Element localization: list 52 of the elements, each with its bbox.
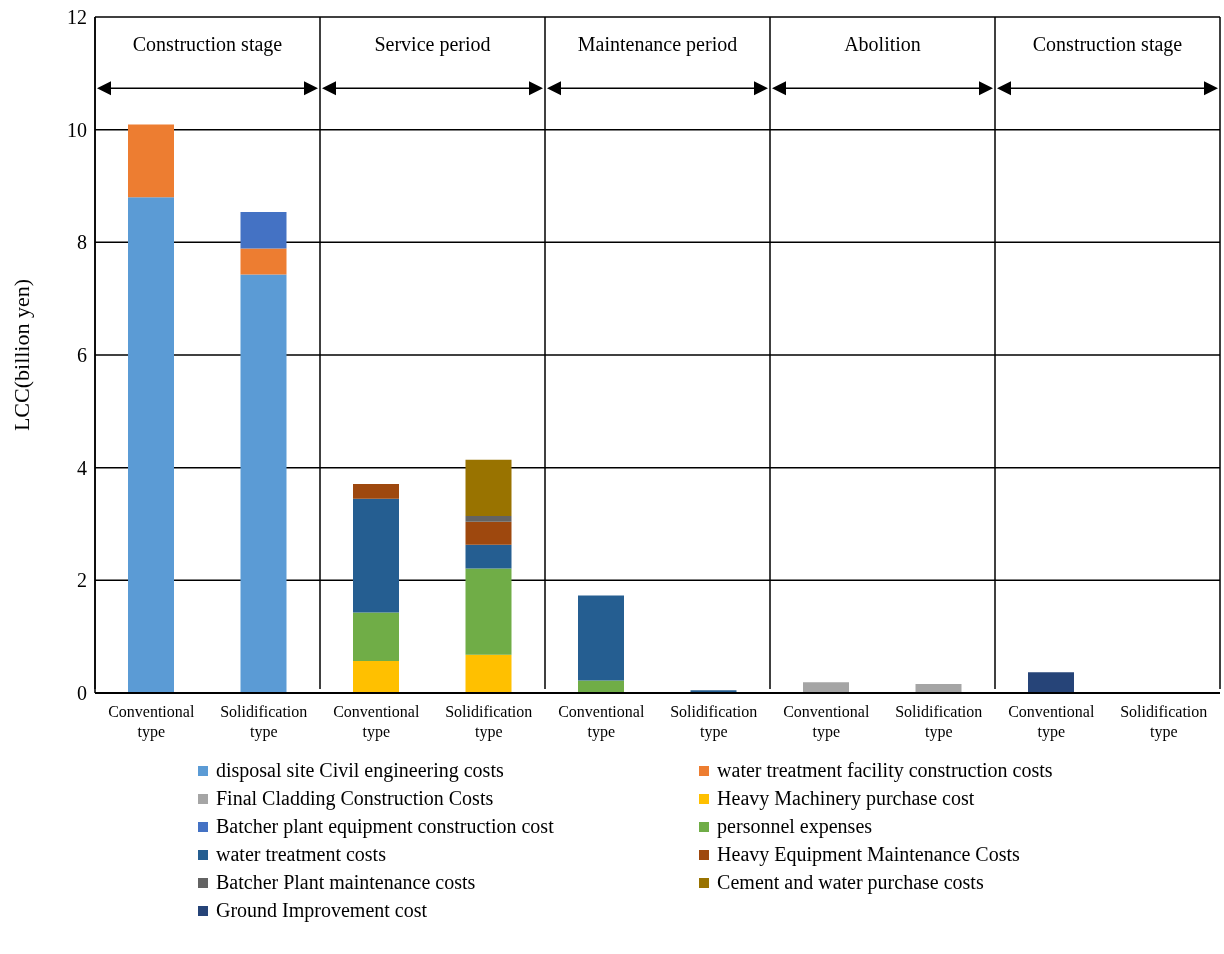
bar: [240, 248, 287, 275]
annotation: Maintenance period: [577, 32, 738, 56]
y-tick-label: 10: [67, 118, 87, 141]
legend-label: personnel expenses: [717, 815, 873, 838]
annotation: Abolition: [844, 32, 921, 55]
legend-label: water treatment facility construction costs: [717, 759, 1053, 782]
y-axis-title: LCC(billion yen): [8, 278, 34, 432]
bar: [353, 660, 399, 693]
bar: [353, 612, 399, 661]
legend-label: disposal site Civil engineering costs: [216, 759, 504, 782]
annotation: Construction stage: [132, 32, 283, 56]
x-tick-label: Solidification type: [220, 703, 308, 741]
bar: [578, 595, 624, 681]
bar: [353, 484, 399, 499]
legend-label: Final Cladding Construction Costs: [216, 787, 494, 810]
annotation: Construction stage: [1032, 32, 1183, 56]
bar: [353, 498, 399, 613]
x-tick-label: Conventional type: [1008, 703, 1095, 741]
x-tick-label: Conventional type: [108, 703, 195, 741]
bar: [128, 197, 174, 693]
legend-label: Heavy Machinery purchase cost: [717, 787, 975, 810]
x-tick-label: Solidification type: [1120, 703, 1208, 741]
legend-label: Cement and water purchase costs: [717, 871, 984, 894]
x-tick-label: Conventional type: [558, 703, 645, 741]
y-tick-label: 2: [77, 569, 87, 592]
y-tick-label: 4: [77, 456, 87, 479]
bar: [465, 568, 512, 655]
bar: [128, 124, 174, 198]
x-tick-label: Solidification type: [445, 703, 533, 741]
bar: [465, 654, 512, 693]
bar: [240, 211, 287, 249]
y-tick-label: 8: [77, 231, 87, 254]
x-tick-label: Conventional type: [333, 703, 420, 741]
x-tick-label: Solidification type: [895, 703, 983, 741]
bar: [1028, 672, 1074, 693]
bar: [240, 274, 287, 693]
bar: [465, 521, 512, 545]
annotation: Service period: [374, 32, 491, 56]
bar: [465, 459, 512, 517]
y-tick-label: 6: [77, 344, 87, 367]
x-tick-label: Conventional type: [783, 703, 870, 741]
legend-label: Batcher Plant maintenance costs: [216, 871, 476, 894]
bar: [465, 516, 512, 522]
bar: [465, 544, 512, 569]
legend-label: Ground Improvement cost: [216, 899, 428, 922]
x-tick-label: Solidification type: [670, 703, 758, 741]
y-tick-label: 12: [67, 6, 87, 29]
bar: [803, 682, 849, 693]
legend-label: water treatment costs: [216, 843, 386, 866]
y-tick-label: 0: [77, 682, 87, 705]
legend-label: Heavy Equipment Maintenance Costs: [717, 843, 1020, 866]
legend-label: Batcher plant equipment construction cost: [216, 815, 554, 838]
